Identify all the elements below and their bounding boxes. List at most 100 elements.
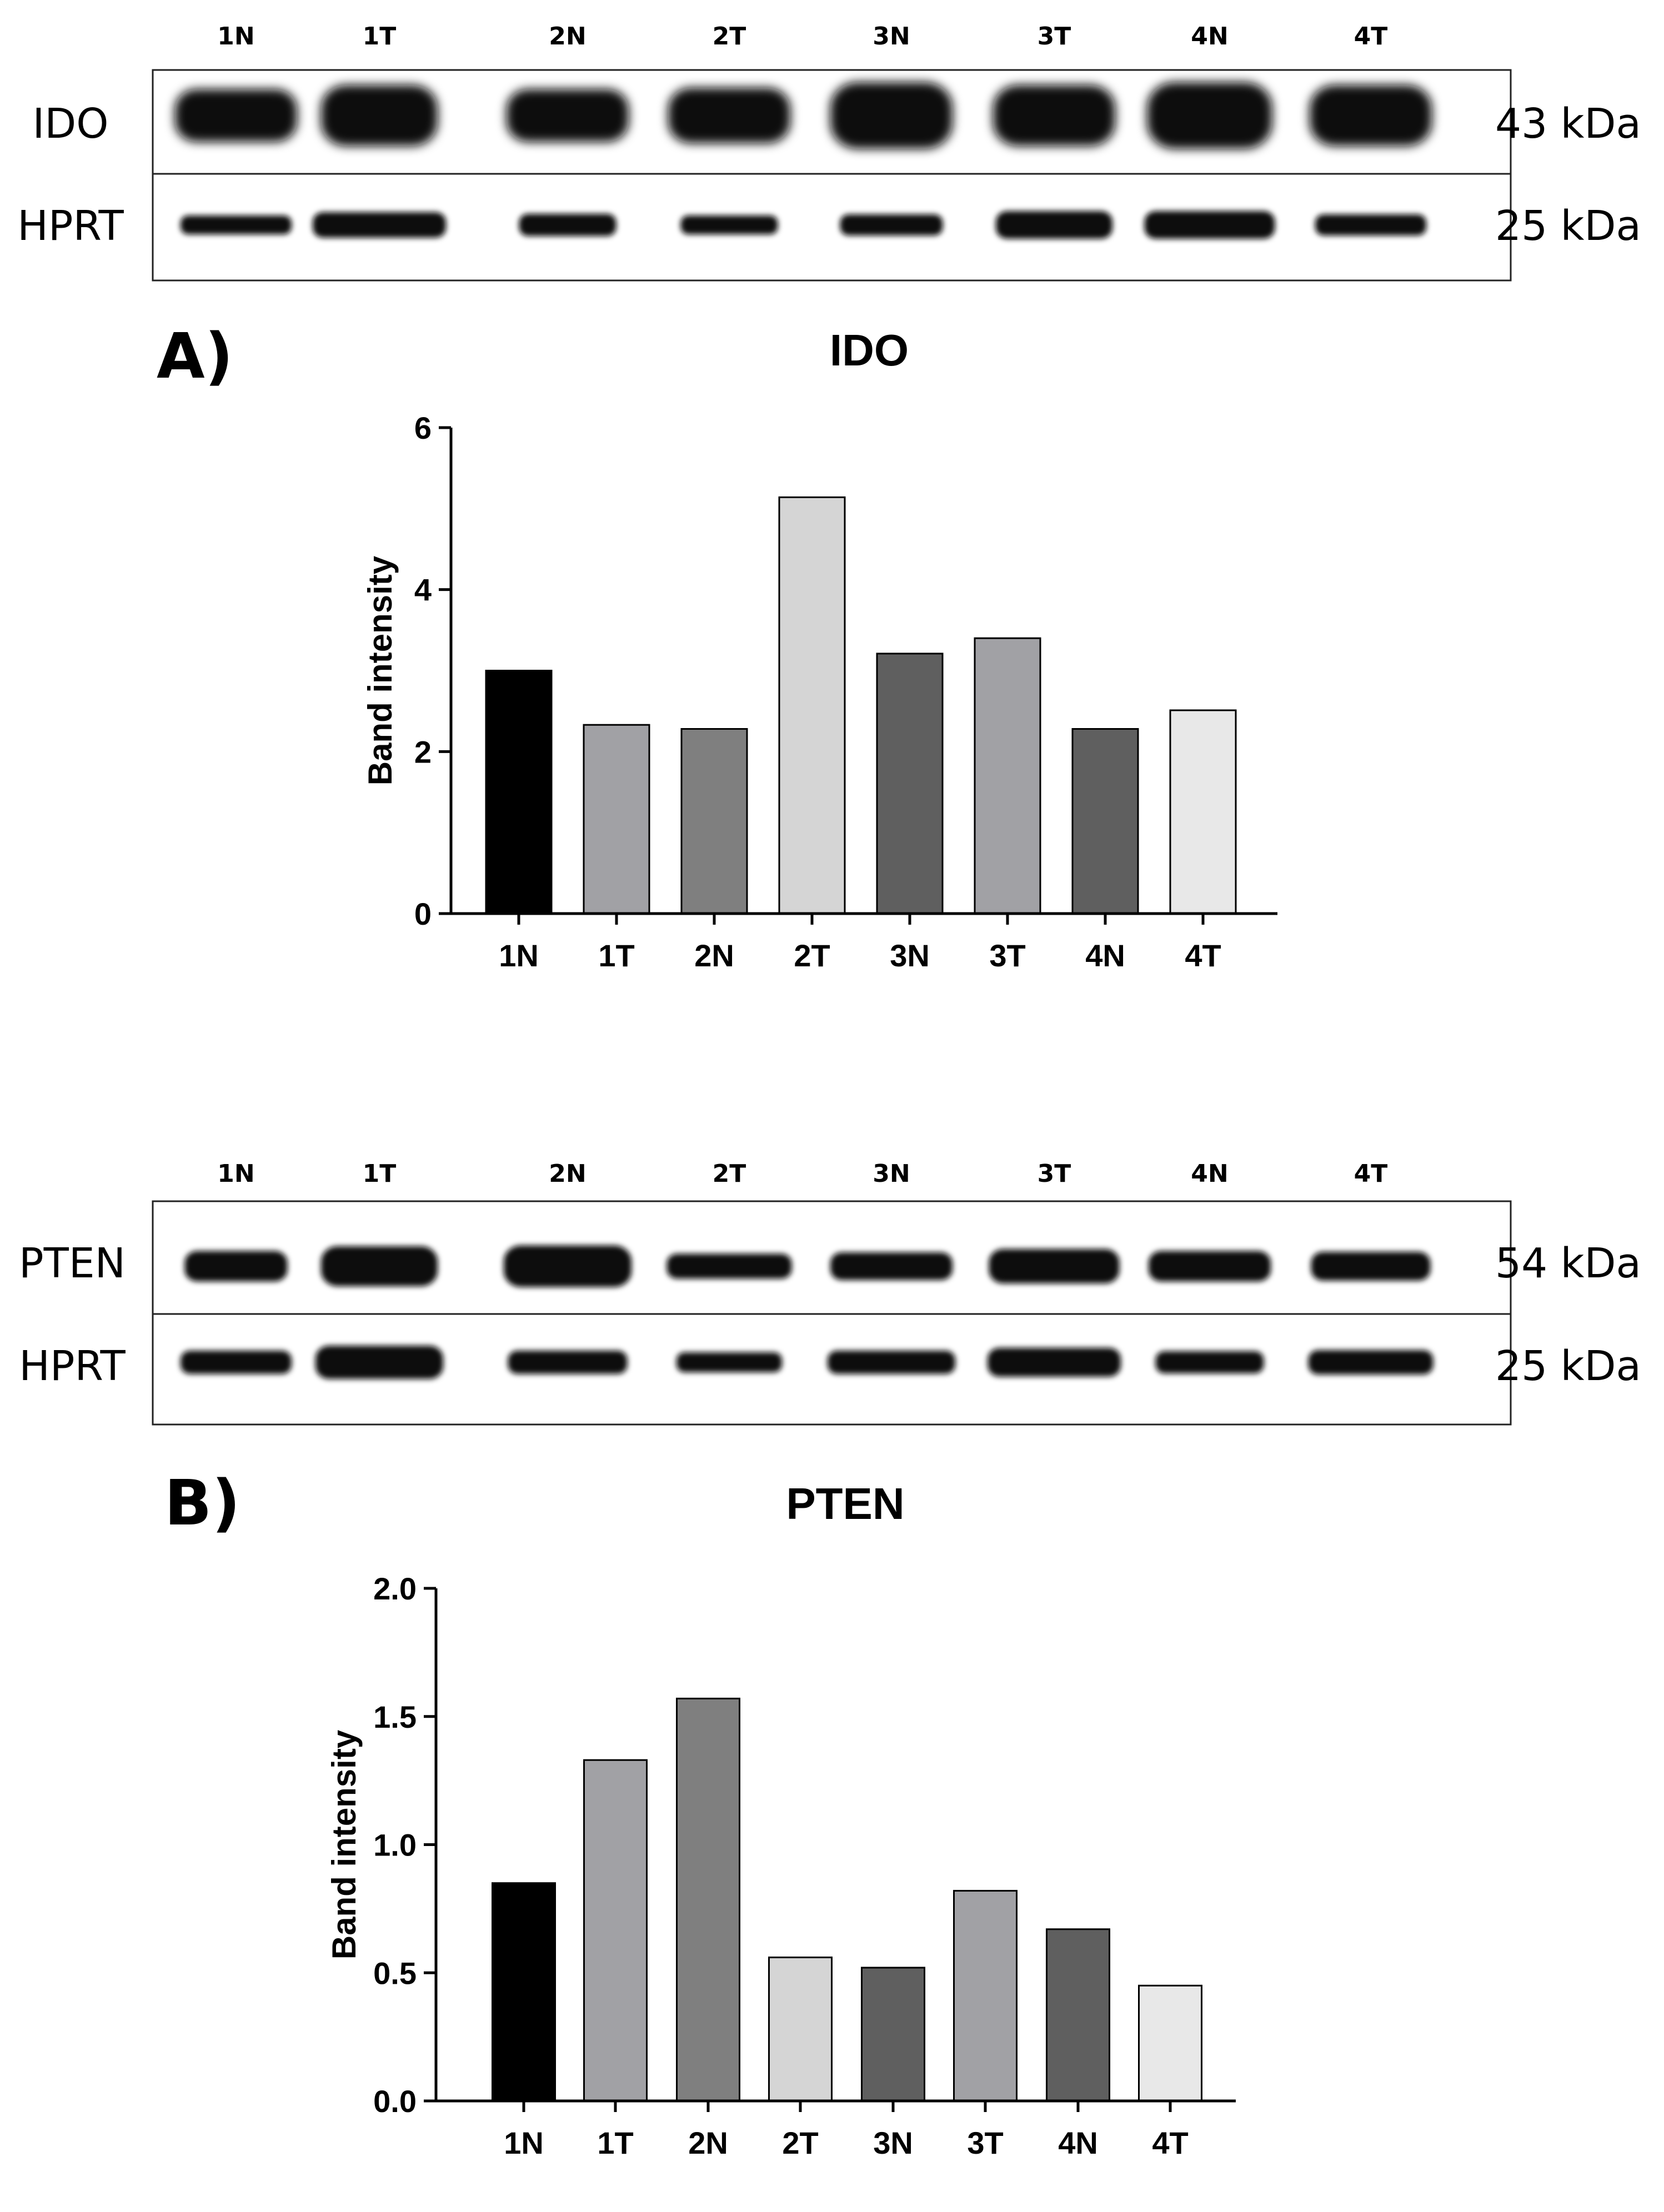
bar-1t [583,724,650,915]
blot-band [988,1348,1121,1377]
x-tick-label: 1N [499,938,539,973]
lane-label: 2T [713,22,746,51]
blot-row-label: IDO [32,100,108,148]
lane-label: 4T [1354,1160,1388,1188]
lane-label: 3N [873,1160,910,1188]
blot-band [313,212,446,238]
y-tick-label: 6 [414,410,432,445]
blot-band [828,1351,955,1374]
y-tick-label: 4 [414,573,432,608]
x-tick-label: 2T [782,2125,818,2160]
bar-3n [861,1967,925,2102]
blot-row-label: HPRT [17,202,124,250]
blot-band [519,214,617,236]
y-tick-label: 0.5 [373,1955,417,1990]
blot-band [504,1245,631,1287]
bar-3n [876,653,944,915]
y-tick-label: 1.5 [373,1699,417,1734]
chart-a-ido: IDO 1N 1T 2N 2T 3N 3T 4N 4T 0 2 4 6 Band intensity [362,325,1277,973]
blot-band [1311,1252,1431,1281]
x-tick-label: 1T [597,2125,633,2160]
blot-band [315,1346,443,1379]
blot-band [996,211,1112,239]
x-tick-label: 3N [890,938,930,973]
bar-3t [953,1890,1018,2102]
bar-2t [778,496,846,915]
x-tick-label: 1N [504,2125,544,2160]
lane-label: 2T [713,1160,746,1188]
lane-label: 4N [1191,22,1228,51]
lane-label: 2N [549,22,586,51]
bar-4n [1046,1928,1110,2102]
blot-band [321,85,438,146]
lane-label: 1N [217,1160,254,1188]
y-axis-label: Band intensity [362,555,399,785]
lane-label: 4N [1191,1160,1228,1188]
blot-band [1147,82,1272,149]
panel-a-letter: A) [157,320,233,393]
blot-row-label: PTEN [19,1240,126,1287]
bar-1t [583,1759,648,2102]
molecular-weight-label: 25 kDa [1495,1342,1641,1390]
blot-band [668,88,790,143]
bar-2t [768,1957,833,2102]
x-tick-label: 3T [967,2125,1003,2160]
x-tick-label: 2N [688,2125,728,2160]
x-tick-label: 4T [1152,2125,1188,2160]
blot-band [1149,1251,1271,1282]
blot-band [1310,85,1432,146]
blot-band [1308,1350,1434,1375]
molecular-weight-label: 43 kDa [1495,100,1641,148]
chart-title: PTEN [786,1479,904,1528]
bar-2n [676,1697,740,2102]
blot-band [181,1351,292,1374]
blot-band [840,214,943,235]
blot-row-label: HPRT [19,1342,126,1390]
x-tick-label: 4N [1085,938,1125,973]
x-tick-label: 1T [598,938,634,973]
y-tick-label: 0.0 [373,2084,417,2119]
lane-label: 3N [873,22,910,51]
blot-band [830,1252,953,1280]
y-axis-label: Band intensity [325,1729,363,1959]
western-blot-b: 1N 1T 2N 2T 3N 3T 4N 4T PTEN 54 kDa HPRT 25 kDa [19,1160,1641,1426]
lane-label: 1T [363,22,397,51]
lane-label: 2N [549,1160,586,1188]
lane-label: 1N [217,22,254,51]
western-blot-a: 1N 1T 2N 2T 3N 3T 4N 4T IDO 43 kDa HPRT 25 kDa [17,22,1641,282]
blot-band [666,1253,792,1279]
y-tick-label: 0 [414,896,432,931]
blot-band [993,85,1115,146]
chart-b-pten: PTEN 1N 1T 2N 2T 3N 3T 4N 4T 0.0 0.5 1.0 1.5 2.0 Band … [325,1479,1236,2160]
y-tick-label: 2 [414,734,432,769]
bar-4t [1169,709,1237,915]
y-tick-label: 1.0 [373,1828,417,1863]
bar-4n [1071,728,1139,915]
x-tick-label: 2T [794,938,830,973]
blot-band [676,1352,782,1372]
blot-band [1155,1351,1264,1373]
molecular-weight-label: 54 kDa [1495,1240,1641,1287]
x-tick-label: 2N [694,938,734,973]
lane-label: 1T [363,1160,397,1188]
blot-band [321,1246,438,1286]
y-tick-label: 2.0 [373,1571,417,1606]
bar-2n [680,728,748,915]
bar-1n [492,1882,556,2102]
blot-band [830,82,953,149]
blot-band [507,89,629,142]
x-tick-label: 4N [1058,2125,1098,2160]
lane-label: 3T [1038,1160,1071,1188]
x-tick-label: 3N [873,2125,913,2160]
blot-band [184,1251,288,1282]
lane-label: 3T [1038,22,1071,51]
blot-band [175,89,297,142]
molecular-weight-label: 25 kDa [1495,202,1641,250]
blot-frame [152,1200,1512,1426]
blot-band [508,1351,628,1374]
blot-band [1315,214,1426,235]
blot-band [1144,211,1275,239]
lane-label: 4T [1354,22,1388,51]
blot-band [989,1249,1120,1283]
